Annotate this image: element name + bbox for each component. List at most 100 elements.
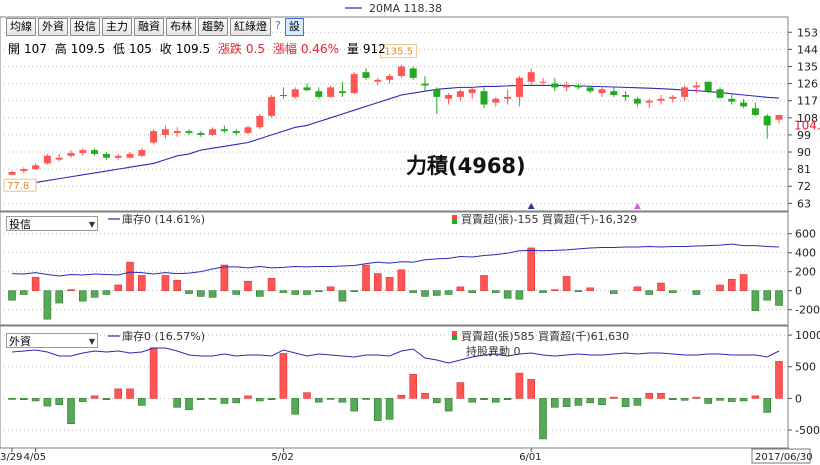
- flow-bar: [279, 290, 288, 293]
- flow-bar: [362, 398, 370, 400]
- quote-low: 105: [128, 42, 152, 56]
- candle-body: [197, 133, 205, 135]
- flow-bar: [751, 290, 760, 311]
- toolbar-button-trend[interactable]: 趨勢: [198, 18, 228, 36]
- low-marker: 77.8: [7, 181, 29, 192]
- candle-body: [622, 94, 630, 97]
- flow-bar: [31, 398, 40, 402]
- settings-button[interactable]: 設: [284, 18, 304, 36]
- candle-body: [43, 155, 51, 164]
- candle-body: [610, 91, 618, 95]
- flow-bar: [8, 398, 16, 400]
- price-tick-label: 90: [797, 146, 811, 159]
- flow-bar: [67, 289, 75, 292]
- toolbar-button-trust[interactable]: 投信: [70, 18, 100, 36]
- flow-bar: [326, 398, 335, 400]
- flow-bar: [90, 290, 99, 298]
- flow-bar: [373, 273, 382, 291]
- flow-bar: [409, 374, 418, 399]
- sub2-indicator-select[interactable]: 外資 ▼: [6, 333, 98, 348]
- flow-bar: [491, 398, 500, 403]
- flow-bar: [527, 379, 536, 399]
- candle-body: [55, 157, 63, 160]
- flow-bar: [550, 398, 559, 408]
- flow-bar: [704, 398, 713, 404]
- sub1-select-value: 投信: [9, 218, 31, 231]
- candle-body: [539, 81, 547, 83]
- candle-body: [244, 127, 252, 134]
- flow-bar: [609, 290, 618, 294]
- sub-tick-label: 400: [795, 247, 816, 260]
- flow-bar: [397, 394, 406, 399]
- flow-bar: [138, 398, 146, 406]
- sub2-bar-swatch-up: [452, 331, 457, 335]
- quote-high: 109.5: [70, 42, 106, 56]
- candle-body: [8, 171, 16, 175]
- candle-body: [114, 155, 122, 158]
- toolbar-button-bollinger[interactable]: 布林: [166, 18, 196, 36]
- flow-bar: [373, 398, 382, 421]
- ma20-line: [11, 84, 780, 187]
- flow-bar: [244, 280, 252, 291]
- quote-close: 109.5: [175, 42, 211, 56]
- toolbar-button-ma[interactable]: 均線: [6, 18, 36, 36]
- flow-bar: [255, 290, 264, 297]
- sub-tick-label: 500: [795, 361, 816, 374]
- flow-bar: [267, 278, 276, 291]
- x-axis: 3/29 4/05 5/02 6/01 2017/06/30: [0, 448, 813, 464]
- candle-body: [350, 74, 358, 94]
- sub1-indicator-select[interactable]: 投信 ▼: [6, 216, 98, 231]
- flow-bar: [326, 286, 335, 291]
- flow-bar: [220, 264, 229, 291]
- candle-body: [161, 129, 169, 135]
- flow-bar: [515, 290, 524, 300]
- candle-body: [209, 129, 217, 135]
- candle-body: [138, 150, 146, 156]
- toolbar-button-major[interactable]: 主力: [102, 18, 132, 36]
- date-box: [751, 448, 811, 464]
- candle-body: [220, 129, 228, 132]
- candle-body: [681, 87, 689, 97]
- toolbar-button-margin[interactable]: 融資: [134, 18, 164, 36]
- help-icon[interactable]: ?: [275, 19, 281, 32]
- sub1-bars: [8, 243, 783, 320]
- x-tick-label: 4/05: [24, 452, 46, 463]
- flow-bar: [409, 290, 418, 293]
- flow-bar: [232, 290, 240, 295]
- signal-marker: [527, 203, 535, 209]
- candle-body: [598, 89, 606, 94]
- candle-body: [91, 150, 99, 154]
- flow-bar: [680, 398, 689, 401]
- candle-body: [515, 77, 523, 97]
- candle-body: [456, 91, 464, 97]
- flow-bar: [43, 290, 52, 320]
- quote-high-label: 高: [54, 42, 67, 56]
- gridlines: [0, 31, 788, 431]
- flow-bar: [763, 290, 772, 301]
- flow-bar: [173, 279, 181, 291]
- price-tick-label: 99: [797, 129, 811, 142]
- x-tick-label: 6/01: [519, 452, 541, 463]
- quote-change-pct: 0.46%: [300, 42, 339, 56]
- flow-bar: [267, 398, 276, 400]
- sub2-select-value: 外資: [9, 335, 31, 348]
- toolbar-button-foreign[interactable]: 外資: [38, 18, 68, 36]
- flow-bar: [775, 361, 783, 399]
- sub2-bars: [8, 347, 783, 440]
- toolbar-button-traffic-light[interactable]: 紅綠燈: [230, 18, 271, 36]
- flow-bar: [763, 398, 772, 413]
- price-panel-frame: [0, 16, 789, 212]
- price-tick-label: 144: [797, 43, 818, 56]
- flow-bar: [633, 286, 642, 291]
- chevron-down-icon: ▼: [88, 220, 95, 229]
- flow-bar: [303, 290, 311, 295]
- price-axis: 63 72 81 90 99 108 117 126 135 144 153 104.: [788, 26, 820, 210]
- quote-close-label: 收: [159, 42, 172, 56]
- flow-bar: [102, 290, 111, 295]
- sub1-bar-swatch-down: [452, 219, 457, 224]
- sub1-bar-swatch-up: [452, 215, 457, 219]
- candle-body: [126, 153, 134, 158]
- candle-body: [362, 72, 370, 78]
- candle-body: [433, 89, 441, 97]
